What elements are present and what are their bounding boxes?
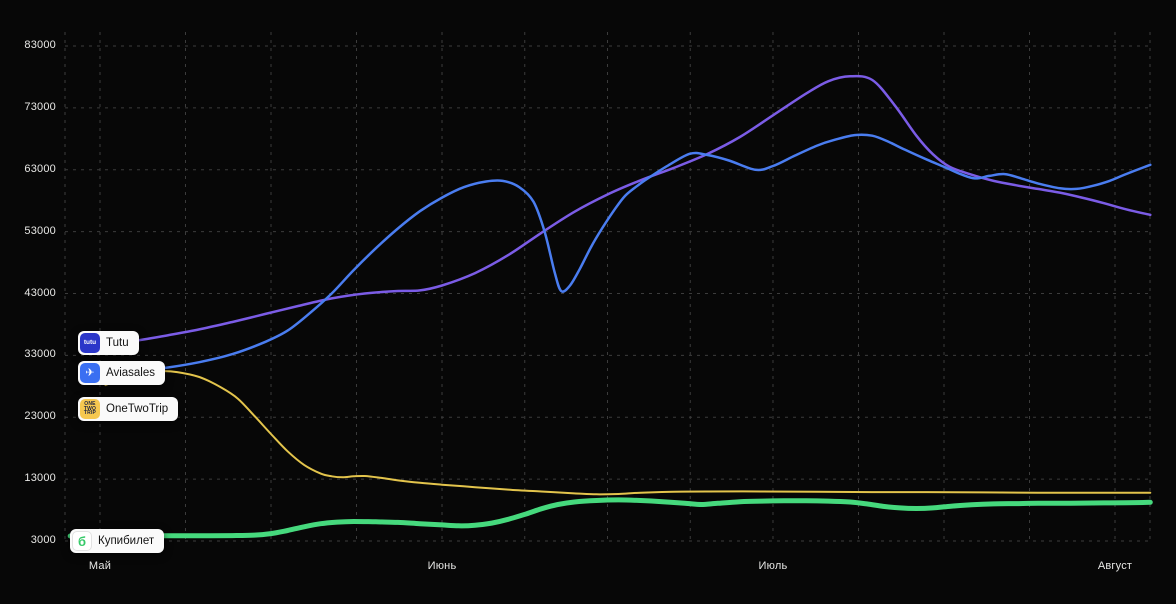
grid bbox=[64, 32, 1151, 542]
legend-chip-tutu[interactable]: tutu Tutu bbox=[78, 331, 139, 355]
onetwotrip-logo-icon: ONE TWO TRIP bbox=[80, 399, 100, 419]
legend-chip-kupibilet[interactable]: б Купибилет bbox=[70, 529, 165, 553]
legend-chip-label: Купибилет bbox=[98, 535, 155, 547]
legend-chip-label: Aviasales bbox=[106, 367, 156, 379]
kupibilet-logo-icon: б bbox=[72, 531, 92, 551]
series-line-aviasales[interactable] bbox=[98, 133, 1152, 376]
legend-chip-label: Tutu bbox=[106, 337, 129, 349]
legend-chip-onetwotrip[interactable]: ONE TWO TRIP OneTwoTrip bbox=[78, 397, 179, 421]
series-line-kupibilet[interactable] bbox=[67, 497, 1153, 539]
aviasales-logo-icon: ✈ bbox=[80, 363, 100, 383]
series-line-onetwotrip[interactable] bbox=[104, 370, 1152, 496]
legend-chip-label: OneTwoTrip bbox=[106, 403, 169, 415]
legend-chip-aviasales[interactable]: ✈ Aviasales bbox=[78, 361, 166, 385]
tutu-logo-icon: tutu bbox=[80, 333, 100, 353]
